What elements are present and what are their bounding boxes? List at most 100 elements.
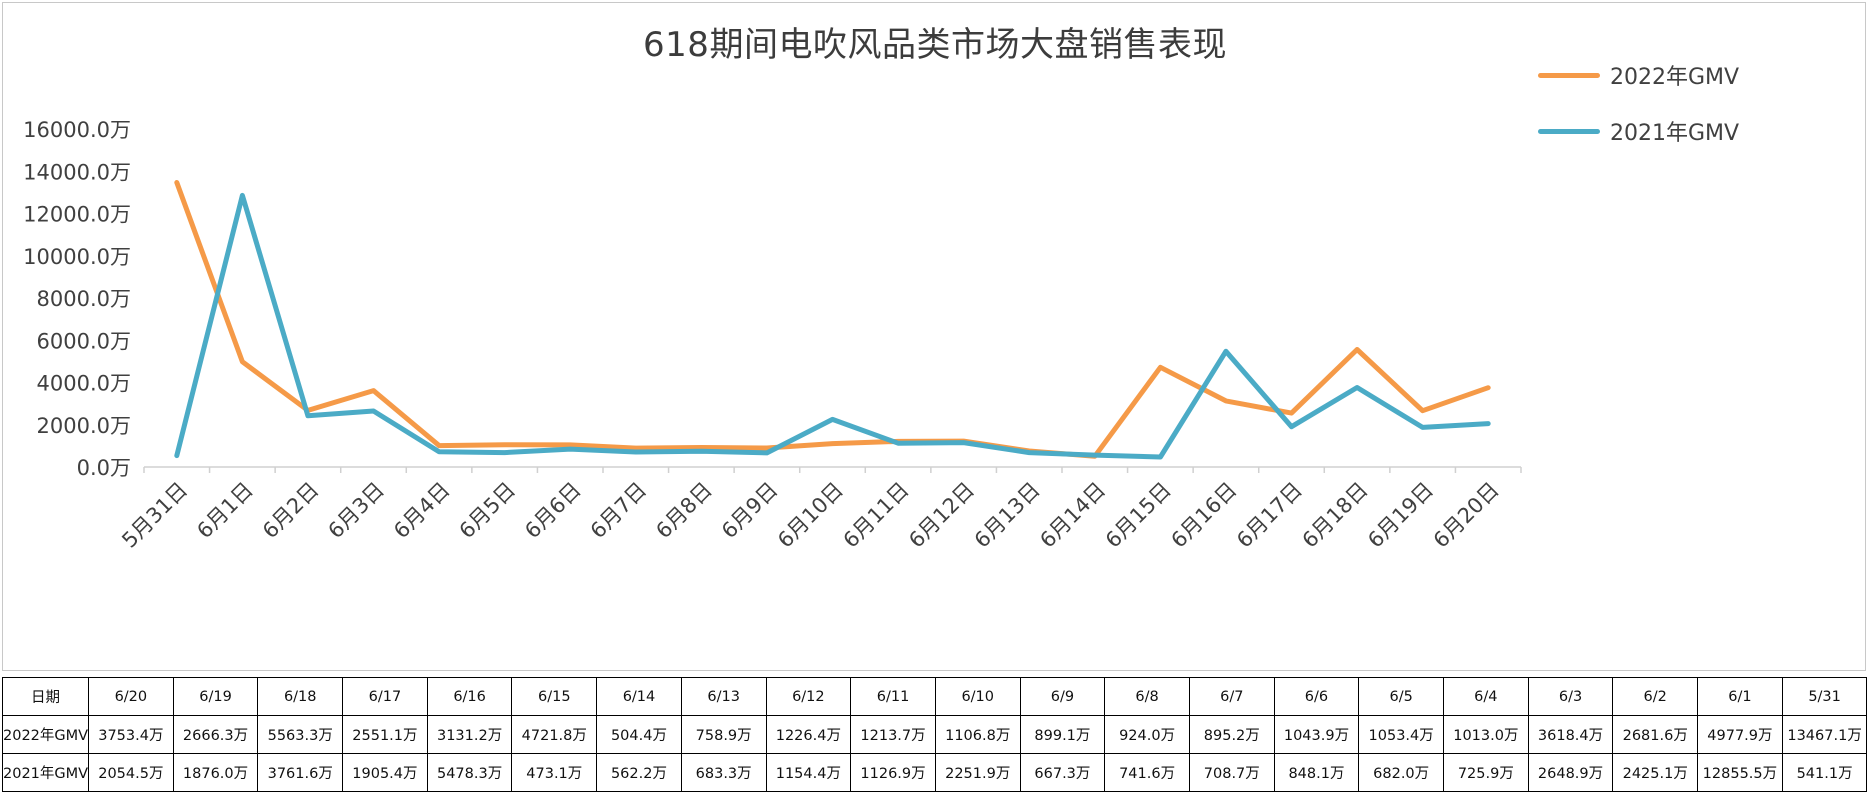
table-cell: 562.2万 <box>596 753 682 792</box>
table-cell: 541.1万 <box>1781 753 1868 792</box>
table-header-date: 6/19 <box>172 677 259 716</box>
table-cell: 1213.7万 <box>850 715 936 754</box>
x-tick-label: 6月6日 <box>520 478 586 544</box>
table-cell: 2054.5万 <box>88 753 174 792</box>
series-line-2022 <box>174 180 1491 459</box>
x-tick-label: 6月20日 <box>1429 478 1504 553</box>
x-tick-label: 5月31日 <box>117 478 192 553</box>
y-tick-label: 8000.0万 <box>37 287 131 311</box>
table-header-date: 6/6 <box>1273 677 1360 716</box>
table-header-date: 6/13 <box>680 677 767 716</box>
table-cell: 1226.4万 <box>765 715 852 754</box>
table-header-row: 日期 6/20 6/19 6/18 6/17 6/16 6/15 6/14 6/13 6/12 6/… <box>2 677 1868 716</box>
table-cell: 758.9万 <box>680 715 767 754</box>
table-cell: 2425.1万 <box>1612 753 1699 792</box>
x-tick-label: 6月16日 <box>1166 478 1241 553</box>
y-tick-label: 4000.0万 <box>37 372 131 396</box>
table-header-date: 6/8 <box>1104 677 1190 716</box>
table-row-label: 2021年GMV <box>2 753 89 792</box>
table-cell: 682.0万 <box>1358 753 1444 792</box>
x-tick-label: 6月7日 <box>586 478 652 544</box>
y-tick-label: 16000.0万 <box>23 118 131 142</box>
table-cell: 3131.2万 <box>426 715 513 754</box>
x-tick-label: 6月19日 <box>1363 478 1438 553</box>
y-tick-label: 12000.0万 <box>23 203 131 227</box>
table-header-date: 6/16 <box>426 677 513 716</box>
table-header-label: 日期 <box>2 677 89 716</box>
x-tick-label: 6月17日 <box>1232 478 1307 553</box>
legend-label-2021: 2021年GMV <box>1610 121 1740 146</box>
table-cell: 504.4万 <box>596 715 682 754</box>
data-table-body: 日期 6/20 6/19 6/18 6/17 6/16 6/15 6/14 6/13 6/12 6/… <box>2 677 1868 792</box>
table-header-date: 6/3 <box>1527 677 1614 716</box>
y-tick-label: 0.0万 <box>77 456 131 480</box>
legend-swatch-2021 <box>1538 128 1600 134</box>
table-cell: 1905.4万 <box>342 753 428 792</box>
x-tick-label: 6月12日 <box>904 478 979 553</box>
table-cell: 2681.6万 <box>1612 715 1699 754</box>
table-header-date: 6/9 <box>1019 677 1106 716</box>
table-header-date: 6/15 <box>511 677 598 716</box>
table-header-date: 6/18 <box>257 677 344 716</box>
table-cell: 13467.1万 <box>1781 715 1868 754</box>
y-tick-label: 14000.0万 <box>23 160 131 184</box>
table-row-label: 2022年GMV <box>2 715 89 754</box>
x-tick-label: 6月11日 <box>839 478 914 553</box>
table-cell: 667.3万 <box>1019 753 1106 792</box>
table-cell: 1013.0万 <box>1443 715 1529 754</box>
table-row: 2021年GMV 2054.5万 1876.0万 3761.6万 1905.4万 5478… <box>2 753 1868 792</box>
table-cell: 725.9万 <box>1443 753 1529 792</box>
table-cell: 1126.9万 <box>850 753 936 792</box>
legend-label-2022: 2022年GMV <box>1610 65 1740 90</box>
table-cell: 3618.4万 <box>1527 715 1614 754</box>
x-tick-label: 6月18日 <box>1298 478 1373 553</box>
x-tick-label: 6月9日 <box>717 478 783 544</box>
table-header-date: 6/4 <box>1443 677 1529 716</box>
table-cell: 3761.6万 <box>257 753 344 792</box>
x-tick-label: 6月13日 <box>970 478 1045 553</box>
table-cell: 2648.9万 <box>1527 753 1614 792</box>
table-cell: 1043.9万 <box>1273 715 1360 754</box>
table-cell: 12855.5万 <box>1697 753 1783 792</box>
table-cell: 5563.3万 <box>257 715 344 754</box>
x-tick-label: 6月3日 <box>323 478 389 544</box>
table-header-date: 6/14 <box>596 677 682 716</box>
line-chart: 0.0万 2000.0万 4000.0万 6000.0万 8000.0万 10000.0万… <box>23 118 1522 553</box>
table-cell: 4977.9万 <box>1697 715 1783 754</box>
table-cell: 2666.3万 <box>172 715 259 754</box>
legend-swatch-2022 <box>1538 72 1600 78</box>
table-header-date: 6/11 <box>850 677 936 716</box>
table-header-date: 6/7 <box>1188 677 1275 716</box>
table-cell: 2551.1万 <box>342 715 428 754</box>
legend-item-2021: 2021年GMV <box>1538 116 1739 146</box>
table-header-date: 5/31 <box>1781 677 1868 716</box>
table-header-date: 6/1 <box>1697 677 1783 716</box>
table-cell: 708.7万 <box>1188 753 1275 792</box>
chart-title: 618期间电吹风品类市场大盘销售表现 <box>643 25 1227 65</box>
legend-item-2022: 2022年GMV <box>1538 60 1739 90</box>
table-cell: 895.2万 <box>1188 715 1275 754</box>
table-header-date: 6/17 <box>342 677 428 716</box>
y-tick-label: 10000.0万 <box>23 245 131 269</box>
table-cell: 683.3万 <box>680 753 767 792</box>
table-header-date: 6/10 <box>934 677 1021 716</box>
chart-area: 0.0万 2000.0万 4000.0万 6000.0万 8000.0万 10000.0万… <box>2 2 1866 671</box>
x-tick-label: 6月4日 <box>389 478 455 544</box>
table-cell: 1053.4万 <box>1358 715 1444 754</box>
table-cell: 1876.0万 <box>172 753 259 792</box>
table-cell: 924.0万 <box>1104 715 1190 754</box>
table-cell: 899.1万 <box>1019 715 1106 754</box>
x-tick-label: 6月8日 <box>651 478 717 544</box>
table-cell: 4721.8万 <box>511 715 598 754</box>
y-tick-label: 2000.0万 <box>37 414 131 438</box>
table-header-date: 6/5 <box>1358 677 1444 716</box>
table-cell: 848.1万 <box>1273 753 1360 792</box>
table-cell: 1106.8万 <box>934 715 1021 754</box>
table-header-date: 6/2 <box>1612 677 1699 716</box>
series-line-2021 <box>174 192 1491 460</box>
table-cell: 473.1万 <box>511 753 598 792</box>
table-cell: 3753.4万 <box>88 715 174 754</box>
x-tick-label: 6月5日 <box>455 478 521 544</box>
x-tick-label: 6月1日 <box>192 478 258 544</box>
data-table: 日期 6/20 6/19 6/18 6/17 6/16 6/15 6/14 6/13 6/12 6/… <box>2 677 1868 792</box>
